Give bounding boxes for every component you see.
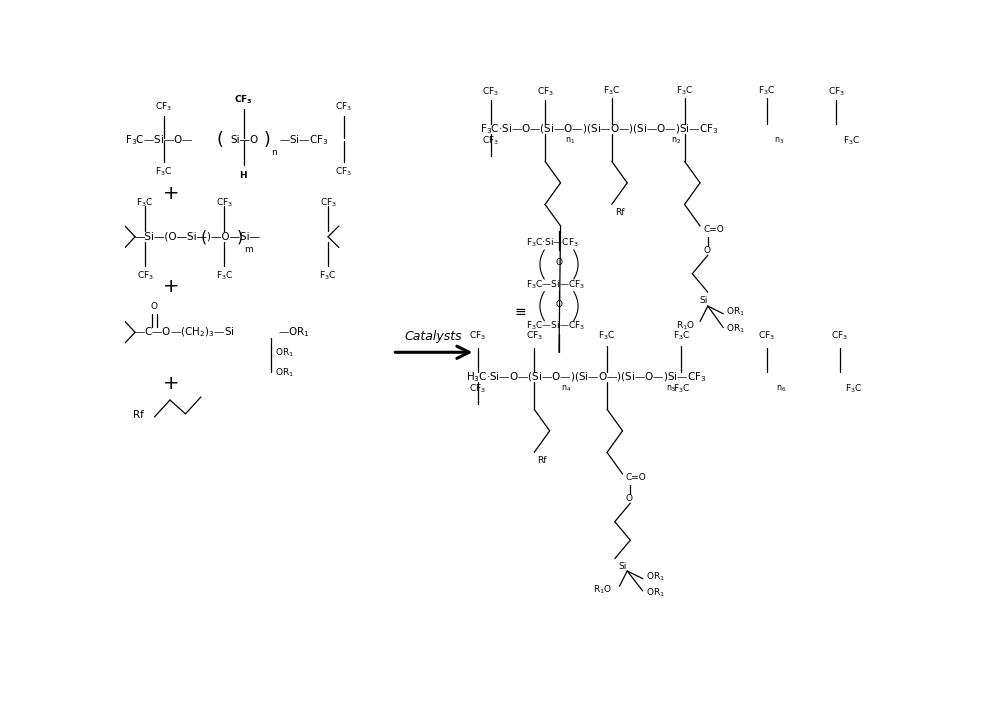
Text: —Si—CF$_3$: —Si—CF$_3$ (279, 133, 329, 147)
Text: F$_3$C: F$_3$C (216, 269, 233, 281)
Text: —C—O—(CH$_2$)$_3$—Si: —C—O—(CH$_2$)$_3$—Si (134, 325, 235, 339)
Text: CF$_3$: CF$_3$ (526, 330, 543, 342)
Text: CF$_3$: CF$_3$ (320, 196, 337, 209)
Text: F$_3$C: F$_3$C (155, 166, 172, 179)
Text: CF$_3$: CF$_3$ (335, 166, 352, 179)
Text: Rf: Rf (615, 208, 624, 217)
Text: O: O (703, 246, 710, 255)
Text: C=O: C=O (703, 225, 724, 233)
Text: F$_3$C—Si—CF$_3$: F$_3$C—Si—CF$_3$ (526, 278, 586, 291)
Text: —Si—(O—Si—)—O—Si—: —Si—(O—Si—)—O—Si— (134, 232, 260, 242)
Text: n$_4$: n$_4$ (561, 384, 571, 394)
Text: n: n (271, 147, 277, 157)
Text: OR$_1$: OR$_1$ (275, 347, 293, 359)
Text: (: ( (201, 229, 207, 245)
Text: +: + (163, 277, 180, 296)
Text: CF$_3$: CF$_3$ (335, 100, 352, 113)
Text: F$_3$C: F$_3$C (598, 330, 616, 342)
Text: F$_3$C: F$_3$C (845, 382, 862, 395)
Text: n$_3$: n$_3$ (774, 136, 785, 146)
Text: OR$_1$: OR$_1$ (726, 323, 745, 335)
Text: R$_1$O: R$_1$O (593, 584, 612, 596)
Text: OR$_1$: OR$_1$ (646, 586, 665, 599)
Text: F$_3$C: F$_3$C (319, 269, 337, 281)
Text: Si—O: Si—O (230, 135, 259, 145)
Text: CF$_3$: CF$_3$ (537, 86, 554, 98)
Text: F$_3$C·Si—CF$_3$: F$_3$C·Si—CF$_3$ (526, 237, 579, 249)
Text: CF$_3$: CF$_3$ (828, 86, 845, 98)
Text: Si: Si (699, 296, 707, 305)
Text: Catalysts: Catalysts (405, 330, 462, 343)
Text: +: + (163, 374, 180, 393)
Text: CF$_3$: CF$_3$ (137, 269, 154, 281)
Text: H$_3$C·Si—O—(Si—O—)(Si—O—)(Si—O—)Si—CF$_3$: H$_3$C·Si—O—(Si—O—)(Si—O—)(Si—O—)Si—CF$_… (466, 370, 706, 384)
Text: CF$_3$: CF$_3$ (482, 135, 499, 147)
Text: CF$_3$: CF$_3$ (831, 330, 848, 342)
Text: F$_3$C—Si—CF$_3$: F$_3$C—Si—CF$_3$ (526, 320, 586, 333)
Text: n$_5$: n$_5$ (666, 384, 676, 394)
Text: F$_3$C—Si—O—: F$_3$C—Si—O— (125, 133, 193, 147)
Text: +: + (163, 184, 180, 203)
Text: $\equiv$: $\equiv$ (512, 303, 527, 318)
Text: O: O (626, 494, 633, 503)
Text: OR$_1$: OR$_1$ (275, 366, 293, 379)
Text: (: ( (217, 130, 224, 149)
Text: F$_3$C: F$_3$C (843, 135, 861, 147)
Text: Rf: Rf (133, 411, 144, 420)
Text: F$_3$C: F$_3$C (673, 382, 690, 395)
Text: CF$_3$: CF$_3$ (469, 382, 486, 395)
Text: m: m (244, 245, 253, 254)
Text: F$_3$C: F$_3$C (758, 84, 775, 96)
Text: C=O: C=O (626, 472, 646, 481)
Text: F$_3$C: F$_3$C (603, 84, 620, 96)
Text: CF$_3$: CF$_3$ (482, 86, 499, 98)
Text: —OR$_1$: —OR$_1$ (278, 325, 310, 339)
Text: F$_3$C: F$_3$C (676, 84, 693, 96)
Text: ): ) (263, 130, 270, 149)
Text: F$_3$C: F$_3$C (136, 196, 154, 209)
Text: CF$_3$: CF$_3$ (155, 100, 172, 113)
Text: CF$_3$: CF$_3$ (469, 330, 486, 342)
Text: O: O (556, 300, 562, 309)
Text: n$_2$: n$_2$ (671, 136, 682, 146)
Text: F$_3$C·Si—O—(Si—O—)(Si—O—)(Si—O—)Si—CF$_3$: F$_3$C·Si—O—(Si—O—)(Si—O—)(Si—O—)Si—CF$_… (480, 122, 719, 135)
Text: $\mathbf{CF_3}$: $\mathbf{CF_3}$ (234, 94, 253, 106)
Text: Rf: Rf (537, 456, 547, 465)
Text: CF$_3$: CF$_3$ (216, 196, 233, 209)
Text: n$_6$: n$_6$ (776, 384, 786, 394)
Text: O: O (151, 302, 158, 311)
Text: Si: Si (618, 562, 627, 571)
Text: $\mathbf{H}$: $\mathbf{H}$ (239, 169, 248, 180)
Text: n$_1$: n$_1$ (565, 136, 575, 146)
Text: OR$_1$: OR$_1$ (726, 306, 745, 318)
Text: F$_3$C: F$_3$C (673, 330, 690, 342)
Text: R$_1$O: R$_1$O (676, 319, 695, 332)
Text: O: O (556, 259, 562, 267)
Text: ): ) (237, 229, 243, 245)
Text: OR$_1$: OR$_1$ (646, 571, 665, 584)
Text: CF$_3$: CF$_3$ (758, 330, 775, 342)
